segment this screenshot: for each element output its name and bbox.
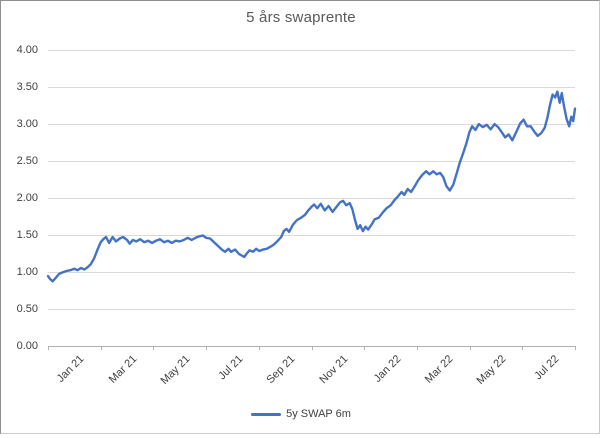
x-axis-tick bbox=[522, 346, 524, 350]
x-axis-tick-label: Nov 21 bbox=[317, 353, 351, 387]
chart-title: 5 års swaprente bbox=[246, 9, 356, 26]
x-axis-tick bbox=[364, 346, 366, 350]
x-axis-tick-label: Jan 22 bbox=[371, 353, 404, 385]
legend: 5y SWAP 6m bbox=[0, 408, 602, 420]
x-axis-tick bbox=[469, 346, 471, 350]
y-axis-tick-label: 2.00 bbox=[16, 191, 38, 204]
y-axis-tick-label: 0.00 bbox=[16, 339, 38, 352]
y-axis-tick-label: 2.50 bbox=[16, 155, 38, 167]
x-axis-tick-label: Mar 21 bbox=[106, 353, 140, 386]
gridline bbox=[48, 161, 575, 162]
gridline bbox=[48, 308, 575, 310]
x-axis-tick-label: Jul 21 bbox=[215, 353, 245, 383]
x-axis-tick bbox=[206, 346, 208, 350]
x-axis-tick-label: Jul 22 bbox=[531, 353, 562, 383]
x-axis-tick-label: May 22 bbox=[474, 353, 509, 387]
gridline bbox=[48, 271, 575, 273]
gridline bbox=[48, 234, 575, 236]
x-axis-tick-label: Sep 21 bbox=[264, 353, 298, 387]
gridline bbox=[48, 124, 575, 126]
x-axis-tick bbox=[100, 346, 102, 350]
legend-line-marker bbox=[251, 412, 282, 416]
x-axis-tick bbox=[48, 346, 49, 350]
y-axis-tick-label: 3.00 bbox=[16, 118, 38, 131]
x-axis-tick bbox=[416, 346, 418, 350]
gridline bbox=[48, 87, 575, 89]
y-axis-tick-label: 1.00 bbox=[16, 265, 38, 278]
x-axis-tick-label: Jan 21 bbox=[54, 353, 87, 385]
y-axis-tick-label: 1.50 bbox=[16, 228, 38, 241]
x-axis-tick bbox=[258, 346, 260, 350]
gridline bbox=[48, 50, 575, 52]
y-axis-tick-label: 3.50 bbox=[16, 81, 38, 94]
gridline bbox=[48, 197, 575, 199]
x-axis-tick bbox=[575, 346, 576, 350]
series-line-5y-swap-6m bbox=[46, 90, 577, 283]
x-axis-tick-label: May 21 bbox=[158, 353, 193, 387]
y-axis-tick-label: 4.00 bbox=[16, 44, 38, 57]
x-axis-tick bbox=[311, 346, 313, 350]
legend-series-label: 5y SWAP 6m bbox=[286, 408, 351, 420]
x-axis-tick-label: Mar 22 bbox=[423, 353, 456, 386]
y-axis-tick-label: 0.50 bbox=[16, 302, 38, 315]
x-axis-tick bbox=[153, 346, 155, 350]
